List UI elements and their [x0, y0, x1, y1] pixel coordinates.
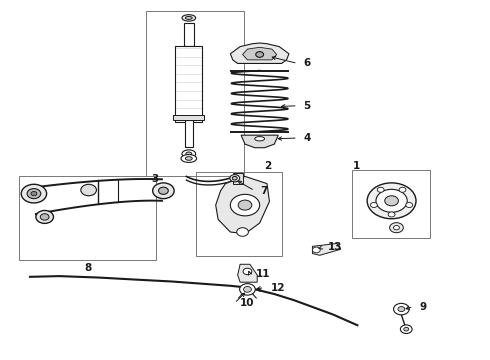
Circle shape [153, 183, 174, 199]
Circle shape [230, 194, 260, 216]
Circle shape [406, 203, 413, 207]
Bar [173, 116, 204, 120]
Text: 12: 12 [270, 283, 285, 293]
Circle shape [376, 189, 407, 212]
Circle shape [313, 247, 320, 253]
Circle shape [390, 223, 403, 233]
Circle shape [377, 187, 384, 192]
Circle shape [400, 325, 412, 333]
Text: 1: 1 [353, 161, 360, 171]
Circle shape [40, 214, 49, 220]
Circle shape [240, 284, 255, 295]
Circle shape [21, 184, 47, 203]
Polygon shape [241, 135, 278, 148]
Circle shape [36, 211, 53, 224]
Text: 3: 3 [151, 174, 159, 184]
Ellipse shape [182, 150, 196, 158]
Text: 11: 11 [256, 269, 270, 279]
Text: 10: 10 [240, 298, 255, 309]
Circle shape [393, 303, 409, 315]
Circle shape [385, 196, 398, 206]
Text: 13: 13 [328, 242, 343, 252]
Polygon shape [243, 47, 277, 60]
Polygon shape [313, 243, 341, 255]
Circle shape [393, 226, 399, 230]
Bar [146, 11, 244, 176]
Circle shape [27, 189, 41, 199]
Ellipse shape [181, 154, 196, 162]
Circle shape [237, 228, 248, 236]
Text: 4: 4 [304, 133, 311, 143]
Circle shape [388, 212, 395, 217]
Bar [19, 176, 156, 260]
Ellipse shape [185, 17, 192, 19]
Circle shape [238, 200, 252, 210]
Circle shape [367, 183, 416, 219]
Polygon shape [238, 264, 257, 282]
Text: 6: 6 [304, 58, 311, 68]
Circle shape [244, 287, 251, 292]
Circle shape [159, 187, 168, 194]
Polygon shape [216, 176, 270, 234]
Text: 7: 7 [261, 186, 268, 196]
Circle shape [256, 51, 264, 57]
Circle shape [370, 203, 377, 207]
Ellipse shape [185, 157, 192, 160]
Circle shape [31, 192, 37, 196]
Text: 5: 5 [304, 101, 311, 111]
Ellipse shape [255, 136, 265, 141]
Bar [184, 23, 194, 46]
Bar [352, 170, 430, 238]
Polygon shape [230, 43, 289, 63]
Polygon shape [233, 173, 243, 184]
Bar [175, 46, 202, 122]
Text: 9: 9 [419, 302, 427, 312]
Bar [196, 172, 282, 256]
Text: 8: 8 [84, 263, 91, 273]
Circle shape [243, 268, 252, 275]
Circle shape [232, 176, 237, 180]
Circle shape [404, 327, 409, 331]
Circle shape [81, 184, 97, 196]
Ellipse shape [186, 152, 192, 156]
Circle shape [230, 175, 240, 182]
Ellipse shape [182, 15, 196, 21]
Bar [185, 120, 193, 147]
Text: 2: 2 [264, 161, 271, 171]
Circle shape [399, 187, 406, 192]
Circle shape [398, 307, 405, 312]
